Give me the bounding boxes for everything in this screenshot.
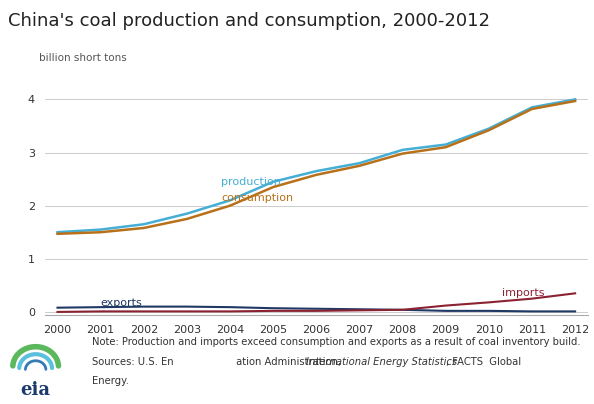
Text: Energy.: Energy. (92, 376, 129, 386)
Text: Sources: U.S. En                    ation Administration,: Sources: U.S. En ation Administration, (92, 357, 344, 367)
Text: exports: exports (100, 298, 143, 308)
Text: China's coal production and consumption, 2000-2012: China's coal production and consumption,… (8, 12, 489, 30)
Text: International Energy Statistics: International Energy Statistics (306, 357, 457, 367)
Text: consumption: consumption (222, 194, 293, 203)
Text: billion short tons: billion short tons (39, 53, 127, 63)
Text: eia: eia (21, 381, 50, 399)
Text: imports: imports (502, 288, 544, 298)
Text: , FACTS  Global: , FACTS Global (446, 357, 520, 367)
Text: Note: Production and imports exceed consumption and exports as a result of coal : Note: Production and imports exceed cons… (92, 337, 581, 347)
Text: production: production (222, 177, 282, 187)
